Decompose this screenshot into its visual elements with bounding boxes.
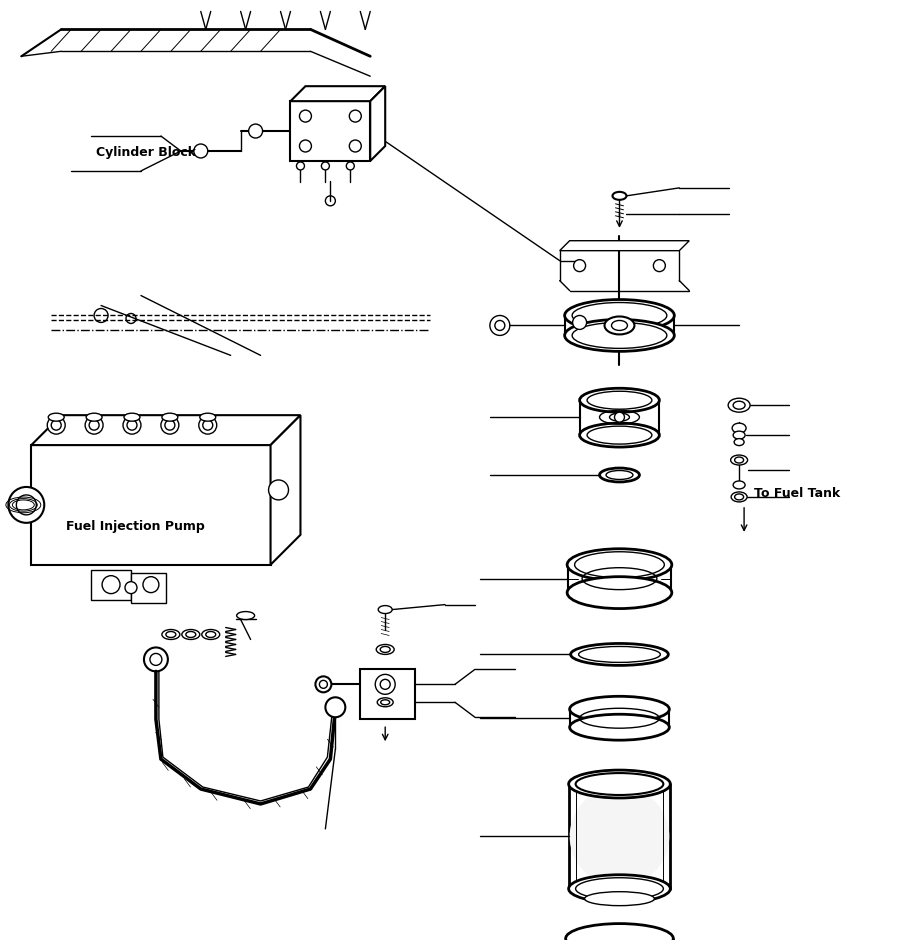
Circle shape xyxy=(161,416,178,434)
Ellipse shape xyxy=(613,192,626,199)
Circle shape xyxy=(127,420,137,430)
Ellipse shape xyxy=(569,714,669,741)
Circle shape xyxy=(490,315,510,335)
Circle shape xyxy=(89,420,99,430)
Ellipse shape xyxy=(731,492,747,502)
Circle shape xyxy=(325,697,345,717)
Bar xyxy=(131,573,166,602)
Polygon shape xyxy=(32,415,300,445)
Ellipse shape xyxy=(734,439,744,446)
Polygon shape xyxy=(370,87,386,161)
Ellipse shape xyxy=(202,630,220,640)
Circle shape xyxy=(51,420,61,430)
Text: Fuel Injection Pump: Fuel Injection Pump xyxy=(66,519,205,533)
Circle shape xyxy=(85,416,103,434)
Ellipse shape xyxy=(162,413,177,422)
Ellipse shape xyxy=(377,645,394,654)
Ellipse shape xyxy=(579,423,660,447)
Ellipse shape xyxy=(49,413,64,422)
Ellipse shape xyxy=(733,481,745,489)
Text: To Fuel Tank: To Fuel Tank xyxy=(754,486,841,500)
Circle shape xyxy=(203,420,213,430)
Circle shape xyxy=(574,260,586,272)
Ellipse shape xyxy=(585,892,654,905)
Circle shape xyxy=(653,260,665,272)
Text: Cylinder Block: Cylinder Block xyxy=(96,146,196,159)
Circle shape xyxy=(144,647,168,671)
Bar xyxy=(91,569,131,599)
Circle shape xyxy=(123,416,141,434)
Circle shape xyxy=(165,420,175,430)
Circle shape xyxy=(194,144,208,158)
Ellipse shape xyxy=(378,606,392,614)
Ellipse shape xyxy=(731,455,748,465)
Ellipse shape xyxy=(124,413,140,422)
Circle shape xyxy=(143,577,159,593)
Circle shape xyxy=(614,412,624,423)
Polygon shape xyxy=(290,87,386,101)
Ellipse shape xyxy=(162,630,180,640)
Ellipse shape xyxy=(569,787,669,886)
Ellipse shape xyxy=(733,431,745,439)
Ellipse shape xyxy=(566,924,673,941)
Ellipse shape xyxy=(200,413,215,422)
Circle shape xyxy=(47,416,65,434)
Ellipse shape xyxy=(605,316,634,334)
Ellipse shape xyxy=(565,299,674,331)
Ellipse shape xyxy=(567,577,672,609)
Ellipse shape xyxy=(569,696,669,723)
Ellipse shape xyxy=(565,319,674,351)
Circle shape xyxy=(102,576,120,594)
Circle shape xyxy=(249,124,262,138)
Ellipse shape xyxy=(579,389,660,412)
Bar xyxy=(360,669,415,719)
Ellipse shape xyxy=(86,413,102,422)
Circle shape xyxy=(315,677,332,693)
Circle shape xyxy=(125,582,137,594)
Ellipse shape xyxy=(182,630,200,640)
Ellipse shape xyxy=(569,770,670,798)
Ellipse shape xyxy=(378,698,393,707)
Circle shape xyxy=(8,486,44,523)
Circle shape xyxy=(199,416,217,434)
Ellipse shape xyxy=(728,398,750,412)
Polygon shape xyxy=(270,415,300,565)
Polygon shape xyxy=(560,241,689,250)
Circle shape xyxy=(573,315,587,329)
Ellipse shape xyxy=(237,612,255,619)
Circle shape xyxy=(268,480,288,500)
Ellipse shape xyxy=(569,875,670,902)
Ellipse shape xyxy=(733,423,746,433)
Ellipse shape xyxy=(567,549,672,581)
Polygon shape xyxy=(32,445,270,565)
Circle shape xyxy=(375,675,396,694)
Polygon shape xyxy=(290,101,370,161)
